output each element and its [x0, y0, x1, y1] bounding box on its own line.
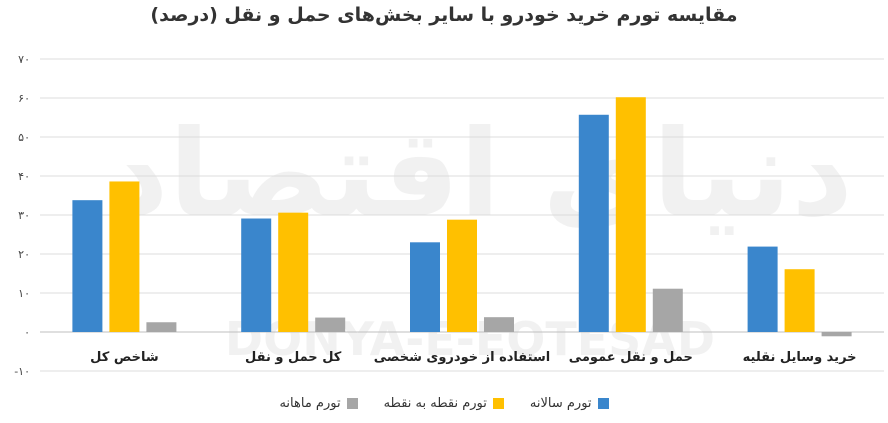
bar — [241, 218, 272, 332]
bar — [109, 181, 140, 332]
y-tick-label: ۲۰ — [18, 248, 30, 261]
legend-item: تورم سالانه — [530, 396, 609, 411]
legend-swatch — [346, 398, 358, 409]
bar — [615, 97, 646, 332]
bar — [784, 269, 815, 332]
x-category-label: حمل و نقل عمومی — [569, 350, 693, 365]
bar — [315, 317, 346, 332]
y-tick-label: ۵۰ — [18, 131, 30, 144]
bar — [447, 219, 477, 332]
bar — [146, 322, 177, 332]
legend-label: تورم نقطه به نقطه — [383, 396, 487, 411]
bar — [278, 212, 309, 332]
y-tick-label: ۱۰ — [18, 287, 30, 300]
bar — [578, 114, 609, 333]
y-axis: ۷۰ ۶۰ ۵۰ ۴۰ ۳۰ ۲۰ ۱۰ ۰ -۱۰ — [14, 53, 30, 378]
legend-label: تورم سالانه — [529, 396, 592, 411]
legend-item: تورم ماهانه — [279, 396, 358, 411]
y-tick-label: -۱۰ — [14, 365, 30, 378]
bars — [72, 97, 852, 337]
y-tick-label: ۷۰ — [18, 53, 30, 66]
y-tick-label: ۳۰ — [18, 209, 30, 222]
bar — [410, 242, 440, 332]
legend-swatch — [597, 398, 609, 409]
bar — [747, 246, 778, 332]
x-category-label: استفاده از خودروی شخصی — [374, 350, 550, 365]
legend-label: تورم ماهانه — [279, 396, 341, 411]
legend: تورم سالانه تورم نقطه به نقطه تورم ماهانه — [0, 396, 888, 411]
x-category-label: شاخص کل — [90, 350, 158, 365]
y-tick-label: ۴۰ — [18, 170, 30, 183]
bar — [72, 200, 103, 332]
legend-item: تورم نقطه به نقطه — [384, 396, 504, 411]
watermark-logo: دنیای اقتصاد — [107, 105, 853, 244]
bar — [484, 317, 514, 332]
x-category-label: خرید وسایل نقلیه — [743, 350, 857, 365]
y-tick-label: ۶۰ — [18, 92, 30, 105]
chart-title: مقایسه تورم خرید خودرو با سایر بخش‌های ح… — [150, 4, 738, 26]
bar — [821, 332, 852, 337]
y-tick-label: ۰ — [24, 326, 30, 339]
x-axis: شاخص کل کل حمل و نقل استفاده از خودروی شخص… — [90, 350, 856, 365]
bar — [652, 288, 683, 332]
legend-swatch — [492, 398, 504, 409]
x-category-label: کل حمل و نقل — [245, 350, 342, 365]
